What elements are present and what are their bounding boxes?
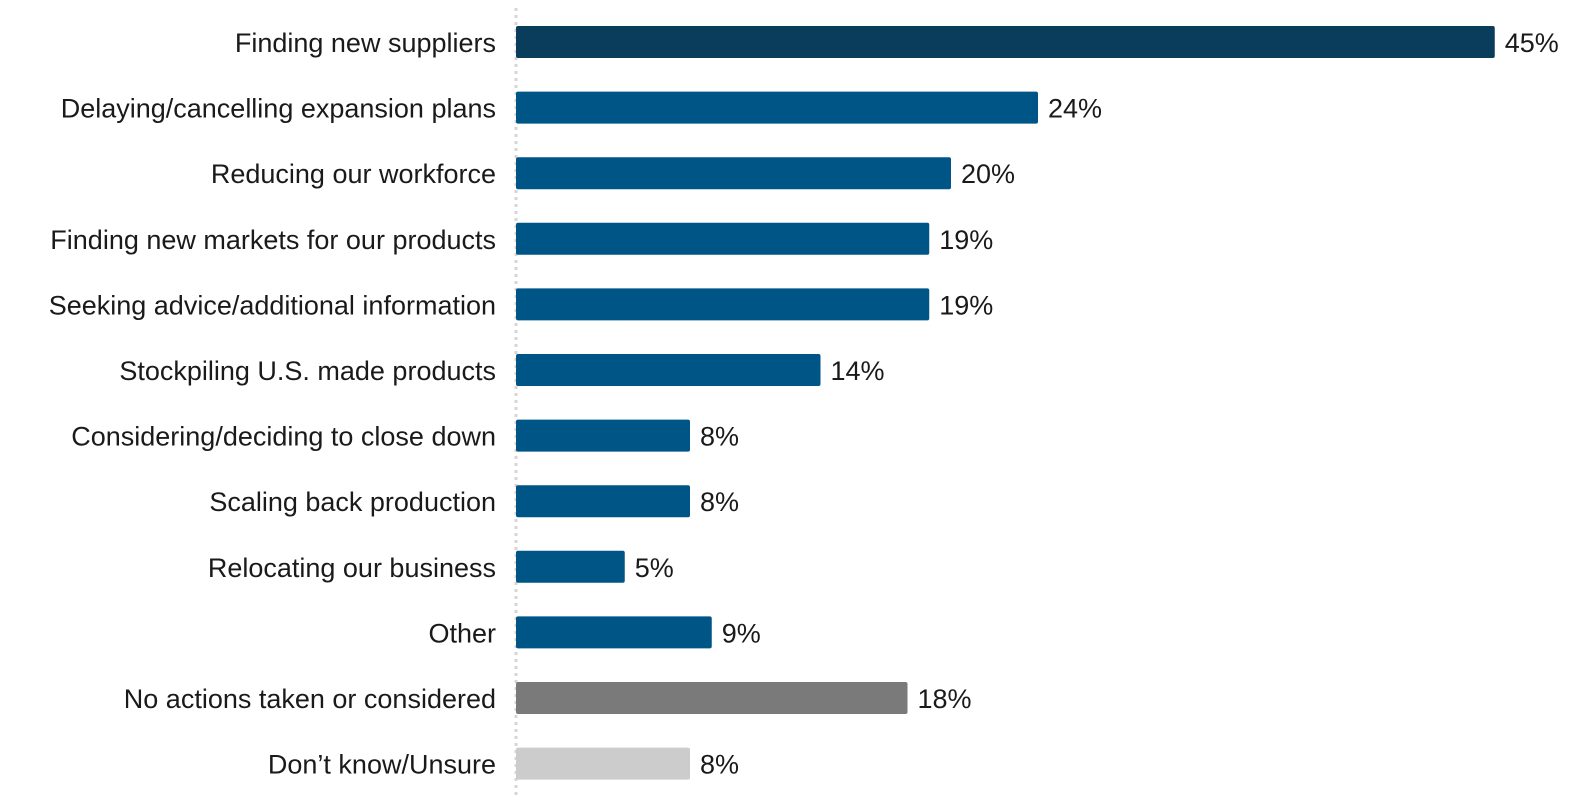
bar	[516, 288, 930, 321]
bar	[516, 222, 930, 255]
category-label: Finding new markets for our products	[50, 225, 496, 255]
bar	[516, 419, 690, 452]
value-label: 8%	[700, 422, 739, 452]
value-label: 8%	[700, 750, 739, 780]
category-label: No actions taken or considered	[124, 684, 496, 714]
bars-group	[516, 26, 1495, 780]
value-label: 8%	[700, 487, 739, 517]
value-label: 14%	[831, 356, 885, 386]
value-label: 18%	[918, 684, 972, 714]
value-label: 9%	[722, 618, 761, 648]
bar	[516, 616, 712, 649]
category-labels-group: Finding new suppliers Delaying/cancelling…	[49, 28, 496, 780]
value-label: 19%	[939, 225, 993, 255]
category-label: Other	[428, 618, 496, 648]
value-label: 19%	[939, 290, 993, 320]
category-label: Finding new suppliers	[235, 28, 496, 58]
value-labels-group: 45% 24% 20% 19% 19% 14% 8% 8% 5% 9% 18% 8%	[635, 28, 1559, 780]
category-label: Stockpiling U.S. made products	[119, 356, 496, 386]
category-label: Don’t know/Unsure	[268, 750, 496, 780]
category-label: Delaying/cancelling expansion plans	[61, 94, 496, 124]
bar	[516, 747, 690, 780]
bar	[516, 157, 951, 190]
value-label: 24%	[1048, 94, 1102, 124]
value-label: 45%	[1505, 28, 1559, 58]
bar	[516, 550, 625, 583]
bar	[516, 485, 690, 518]
bar	[516, 26, 1495, 58]
bar	[516, 354, 821, 386]
value-label: 20%	[961, 159, 1015, 189]
category-label: Relocating our business	[208, 553, 496, 583]
category-label: Considering/deciding to close down	[71, 422, 496, 452]
bar	[516, 682, 908, 714]
category-label: Scaling back production	[209, 487, 496, 517]
bar	[516, 91, 1038, 124]
category-label: Reducing our workforce	[211, 159, 496, 189]
value-label: 5%	[635, 553, 674, 583]
category-label: Seeking advice/additional information	[49, 290, 496, 320]
